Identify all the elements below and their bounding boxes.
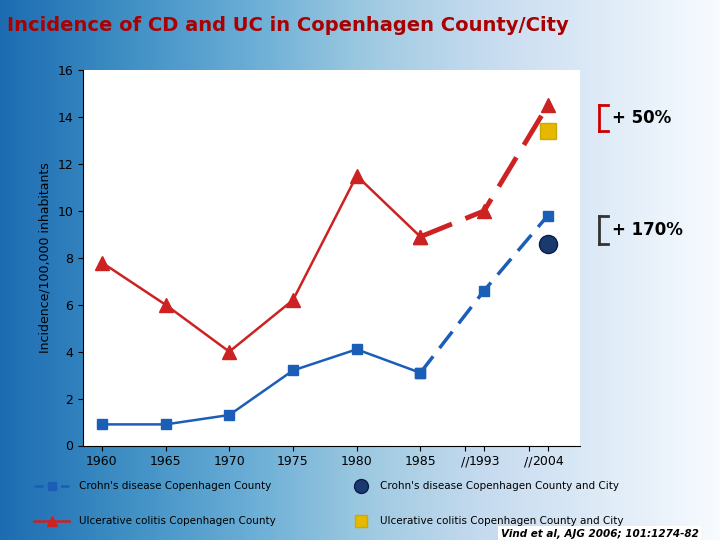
Text: + 170%: + 170% [612,221,683,239]
Text: + 50%: + 50% [612,109,671,127]
Text: Crohn's disease Copenhagen County and City: Crohn's disease Copenhagen County and Ci… [379,481,618,491]
Text: Incidence of CD and UC in Copenhagen County/City: Incidence of CD and UC in Copenhagen Cou… [7,16,569,35]
Text: Vind et al, AJG 2006; 101:1274-82: Vind et al, AJG 2006; 101:1274-82 [500,529,698,539]
Y-axis label: Incidence/100,000 inhabitants: Incidence/100,000 inhabitants [39,163,52,353]
Text: Ulcerative colitis Copenhagen County and City: Ulcerative colitis Copenhagen County and… [379,516,623,526]
Text: Crohn's disease Copenhagen County: Crohn's disease Copenhagen County [78,481,271,491]
Text: Ulcerative colitis Copenhagen County: Ulcerative colitis Copenhagen County [78,516,275,526]
